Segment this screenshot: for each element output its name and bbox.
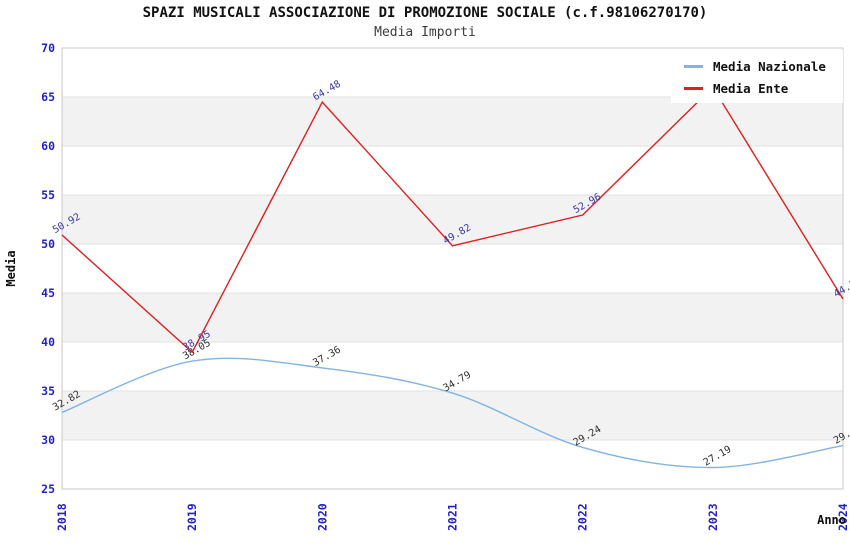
x-axis-ticks: 2018 2019 2020 2021 2022 2023 2024 bbox=[55, 503, 850, 531]
y-tick-label: 60 bbox=[41, 139, 55, 153]
legend-item-media-ente: Media Ente bbox=[684, 81, 843, 96]
point-label: 44.39 bbox=[832, 276, 850, 301]
y-tick-label: 45 bbox=[41, 286, 55, 300]
y-tick-label: 55 bbox=[41, 188, 55, 202]
x-tick-label: 2018 bbox=[55, 503, 69, 531]
x-axis-title: Anno bbox=[817, 513, 846, 527]
point-label: 37.36 bbox=[311, 344, 343, 369]
y-tick-label: 35 bbox=[41, 384, 55, 398]
band bbox=[62, 391, 843, 440]
chart-subtitle: Media Importi bbox=[374, 25, 476, 40]
x-tick-label: 2024 bbox=[836, 503, 850, 531]
legend-item-media-nazionale: Media Nazionale bbox=[684, 59, 843, 74]
y-tick-label: 30 bbox=[41, 433, 55, 447]
chart-title: SPAZI MUSICALI ASSOCIAZIONE DI PROMOZION… bbox=[142, 5, 708, 21]
y-axis-title: Media bbox=[4, 250, 18, 286]
point-label: 27.19 bbox=[702, 444, 734, 469]
point-label: 34.79 bbox=[441, 370, 473, 395]
y-axis-ticks: 25 30 35 40 45 50 55 60 65 70 bbox=[41, 41, 55, 496]
x-tick-label: 2022 bbox=[576, 503, 590, 531]
y-tick-label: 25 bbox=[41, 482, 55, 496]
series-line-media-nazionale bbox=[61, 357, 844, 469]
band bbox=[62, 195, 843, 244]
legend: Media Nazionale Media Ente bbox=[671, 50, 843, 103]
band bbox=[62, 293, 843, 342]
plot-border bbox=[61, 47, 844, 490]
x-tick-label: 2021 bbox=[446, 503, 460, 531]
band bbox=[62, 97, 843, 146]
y-tick-label: 65 bbox=[41, 90, 55, 104]
y-tick-label: 50 bbox=[41, 237, 55, 251]
plot-bands bbox=[62, 97, 843, 440]
legend-label-media-ente: Media Ente bbox=[713, 81, 789, 96]
legend-label-media-nazionale: Media Nazionale bbox=[713, 59, 826, 74]
x-tick-label: 2020 bbox=[315, 503, 329, 531]
x-tick-label: 2019 bbox=[185, 503, 199, 531]
legend-swatch-media-nazionale-line bbox=[684, 65, 703, 68]
legend-swatch-media-ente-line bbox=[684, 87, 703, 90]
y-tick-label: 70 bbox=[41, 41, 55, 55]
x-tick-label: 2023 bbox=[706, 503, 720, 531]
y-tick-label: 40 bbox=[41, 335, 55, 349]
